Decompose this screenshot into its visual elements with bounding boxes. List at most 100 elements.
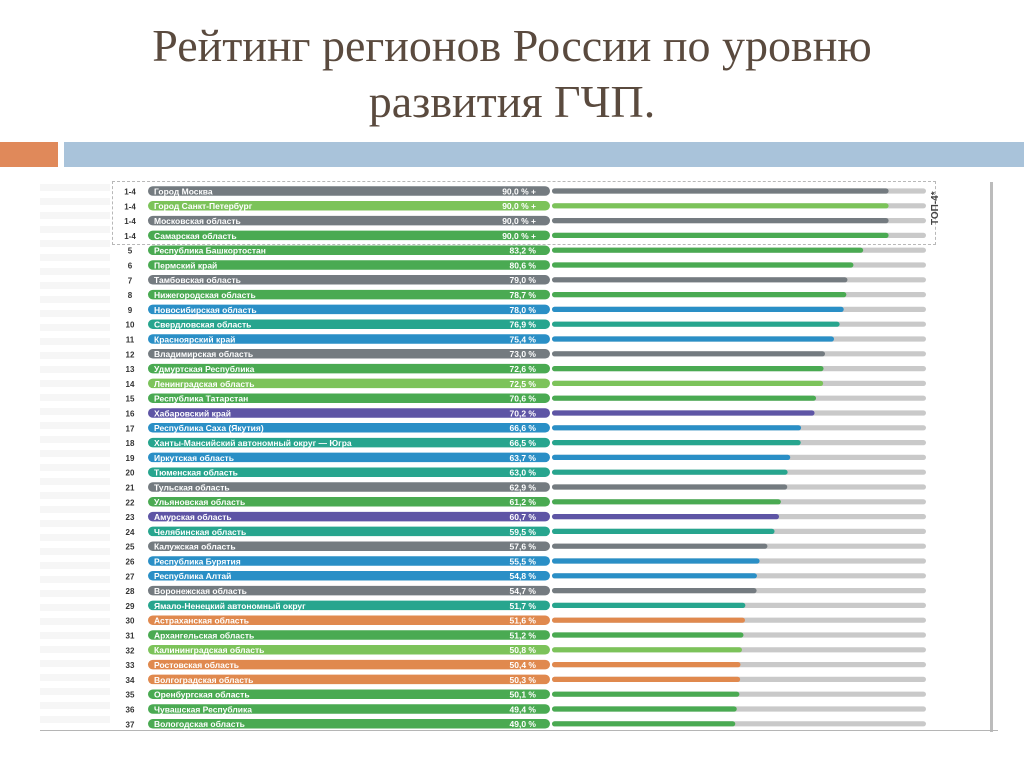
bar xyxy=(552,676,741,682)
chart-bottom-rule xyxy=(40,730,998,731)
region-pill xyxy=(148,378,550,389)
bar-row: 17 Республика Саха (Якутия) 66,6 % xyxy=(126,423,926,433)
value-label: 76,9 % xyxy=(510,320,537,330)
bar-row: 1-4 Московская область 90,0 % + xyxy=(124,215,926,226)
bar-row: 13 Удмуртская Республика 72,6 % xyxy=(126,363,926,374)
region-label: Архангельская область xyxy=(154,630,254,640)
region-pill xyxy=(148,659,550,670)
bar xyxy=(552,602,746,608)
bar-row: 34 Волгоградская область 50,3 % xyxy=(126,674,926,685)
region-label: Пермский край xyxy=(154,260,217,270)
region-pill xyxy=(148,423,550,433)
chart-left-margin xyxy=(40,184,110,724)
bar xyxy=(552,380,824,386)
accent-bar-blue xyxy=(64,142,1024,167)
bar xyxy=(552,188,889,194)
value-label: 51,2 % xyxy=(510,630,537,640)
rank-label: 11 xyxy=(126,336,135,345)
rank-label: 14 xyxy=(126,380,135,389)
value-label: 90,0 % + xyxy=(502,216,536,226)
rank-label: 35 xyxy=(126,691,135,700)
rank-label: 16 xyxy=(126,410,135,419)
value-label: 49,0 % xyxy=(510,719,537,729)
rank-label: 23 xyxy=(126,513,135,522)
region-pill xyxy=(148,482,550,492)
rank-label: 13 xyxy=(126,365,135,374)
bar-row: 33 Ростовская область 50,4 % xyxy=(126,659,926,670)
region-pill xyxy=(148,304,550,315)
region-label: Тамбовская область xyxy=(154,275,241,285)
rank-label: 29 xyxy=(126,602,135,611)
value-label: 57,6 % xyxy=(510,542,537,552)
value-label: 51,6 % xyxy=(510,616,537,626)
value-label: 90,0 % + xyxy=(502,231,536,241)
bar xyxy=(552,262,854,268)
region-pill xyxy=(148,467,550,477)
bar xyxy=(552,306,844,312)
rank-label: 18 xyxy=(126,439,135,448)
value-label: 54,7 % xyxy=(510,586,537,596)
value-label: 66,5 % xyxy=(510,438,537,448)
bar xyxy=(552,573,757,579)
rank-label: 17 xyxy=(126,424,135,433)
bar xyxy=(552,203,889,209)
region-pill xyxy=(148,363,550,374)
region-pill xyxy=(148,452,550,463)
chart-right-rule xyxy=(990,182,993,732)
bar xyxy=(552,425,802,431)
rank-label: 7 xyxy=(128,276,133,285)
bar xyxy=(552,499,781,505)
region-label: Республика Татарстан xyxy=(154,394,248,404)
region-pill xyxy=(148,645,550,655)
bar xyxy=(552,232,889,238)
value-label: 72,5 % xyxy=(510,379,537,389)
value-label: 75,4 % xyxy=(510,334,537,344)
region-pill xyxy=(148,186,550,196)
bar xyxy=(552,351,826,357)
bar-row: 27 Республика Алтай 54,8 % xyxy=(126,571,926,581)
region-pill xyxy=(148,526,550,537)
bar xyxy=(552,543,768,549)
region-label: Удмуртская Республика xyxy=(154,364,255,374)
bar-row: 5 Республика Башкортостан 83,2 % xyxy=(128,245,926,256)
bar xyxy=(552,662,741,668)
region-pill xyxy=(148,556,550,566)
bar-row: 24 Челябинская область 59,5 % xyxy=(126,526,926,537)
region-label: Ханты-Мансийский автономный округ — Югра xyxy=(154,438,352,448)
rank-label: 10 xyxy=(126,321,135,330)
bar xyxy=(552,721,736,727)
bar-row: 35 Оренбургская область 50,1 % xyxy=(126,689,926,700)
bar-row: 23 Амурская область 60,7 % xyxy=(126,511,926,522)
bar-row: 10 Свердловская область 76,9 % xyxy=(126,319,926,330)
value-label: 51,7 % xyxy=(510,601,537,611)
bar-row: 1-4 Город Москва 90,0 % + xyxy=(124,186,926,197)
bar xyxy=(552,588,757,594)
region-label: Свердловская область xyxy=(154,320,251,330)
rank-label: 5 xyxy=(128,247,133,256)
rank-label: 21 xyxy=(126,484,135,493)
bar-row: 26 Республика Бурятия 55,5 % xyxy=(126,556,926,567)
bar-row: 8 Нижегородская область 78,7 % xyxy=(128,289,926,300)
slide-title-line-2: развития ГЧП. xyxy=(368,76,656,127)
rank-label: 25 xyxy=(126,543,135,552)
rank-label: 26 xyxy=(126,558,135,567)
value-label: 66,6 % xyxy=(510,423,537,433)
region-label: Самарская область xyxy=(154,231,237,241)
bar xyxy=(552,247,864,253)
region-pill xyxy=(148,334,550,344)
bar-row: 30 Астраханская область 51,6 % xyxy=(126,615,926,626)
rank-label: 9 xyxy=(128,306,133,315)
bar-row: 6 Пермский край 80,6 % xyxy=(128,260,926,271)
rank-label: 37 xyxy=(126,720,135,729)
region-label: Московская область xyxy=(154,216,241,226)
region-label: Волгоградская область xyxy=(154,675,253,685)
bar xyxy=(552,440,801,446)
region-label: Город Санкт-Петербург xyxy=(154,201,253,211)
value-label: 90,0 % + xyxy=(502,186,536,196)
rank-label: 1-4 xyxy=(124,232,136,241)
value-label: 90,0 % + xyxy=(502,201,536,211)
accent-bar-orange xyxy=(0,142,58,167)
bar-row: 21 Тульская область 62,9 % xyxy=(126,482,926,493)
bar-row: 14 Ленинградская область 72,5 % xyxy=(126,378,926,389)
